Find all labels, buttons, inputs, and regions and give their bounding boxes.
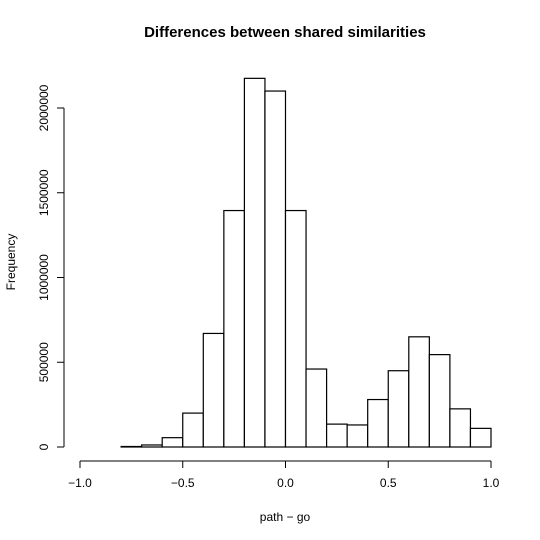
histogram-bar xyxy=(346,424,369,448)
x-tick-label: 0.5 xyxy=(380,476,397,490)
y-axis: 0 500000 1000000 1500000 2000000 xyxy=(37,84,65,450)
x-axis: −1.0 −0.5 0.0 0.5 1.0 xyxy=(68,460,500,490)
histogram-bar xyxy=(182,412,204,448)
histogram-bar xyxy=(120,445,143,448)
chart-title: Differences between shared similarities xyxy=(144,24,426,41)
histogram-bar xyxy=(367,398,389,448)
histogram-bar xyxy=(141,444,163,448)
histogram-bar xyxy=(243,77,266,448)
histogram-bar xyxy=(202,332,225,448)
histogram-bar xyxy=(161,437,184,448)
x-tick-label: −0.5 xyxy=(171,476,195,490)
histogram-bar xyxy=(326,423,348,448)
y-tick-label: 1500000 xyxy=(37,169,51,216)
histogram-bar xyxy=(305,368,328,448)
y-tick-label: 1000000 xyxy=(37,254,51,301)
x-axis-label: path − go xyxy=(260,510,311,524)
y-tick-label: 0 xyxy=(37,443,51,450)
histogram-bar xyxy=(428,354,451,448)
y-tick-label: 500000 xyxy=(37,342,51,382)
y-tick-label: 2000000 xyxy=(37,84,51,131)
histogram-bar xyxy=(223,209,246,448)
histogram-bar xyxy=(449,408,472,448)
x-tick-label: 1.0 xyxy=(483,476,500,490)
histogram-bar xyxy=(387,370,410,448)
histogram-bar xyxy=(284,209,307,448)
histogram-bar xyxy=(264,90,287,448)
y-axis-label: Frequency xyxy=(4,234,18,291)
histogram-bar xyxy=(469,427,492,448)
x-tick-label: −1.0 xyxy=(68,476,92,490)
x-tick-label: 0.0 xyxy=(277,476,294,490)
histogram-bars xyxy=(120,77,492,448)
histogram-bar xyxy=(408,336,430,448)
